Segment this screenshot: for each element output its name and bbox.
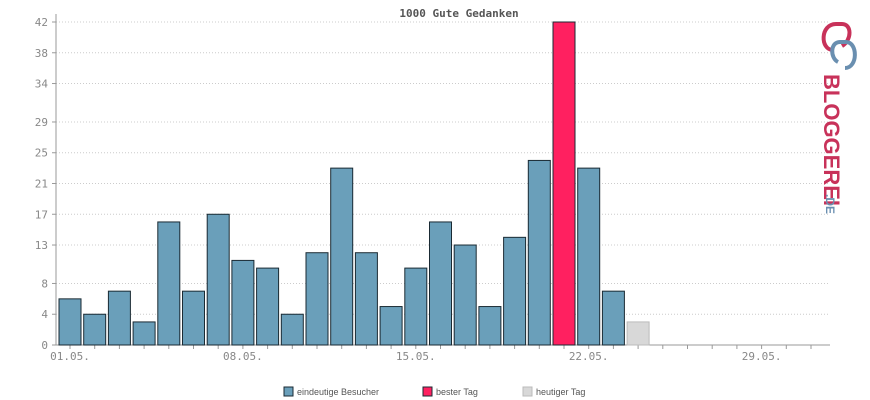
legend-swatch xyxy=(422,386,433,397)
bars xyxy=(58,21,650,346)
y-axis: 0 4 8 13 17 21 25 29 34 38 42 xyxy=(35,14,57,352)
bar xyxy=(305,252,329,346)
bar xyxy=(157,221,181,346)
legend: eindeutige Besucher bester Tag heutiger Ta… xyxy=(283,386,585,397)
bar xyxy=(206,213,230,346)
bar xyxy=(132,321,156,346)
legend-label: heutiger Tag xyxy=(536,387,585,397)
y-tick-label: 4 xyxy=(41,308,48,321)
legend-swatch xyxy=(283,386,294,397)
bar xyxy=(379,306,403,346)
bar xyxy=(478,306,502,346)
bar xyxy=(280,313,304,346)
bar xyxy=(404,267,428,346)
bar xyxy=(182,290,205,346)
bar xyxy=(601,290,625,346)
y-tick-label: 0 xyxy=(41,339,48,352)
bar xyxy=(429,221,452,346)
bar xyxy=(503,236,527,346)
bar xyxy=(577,167,601,346)
bar xyxy=(527,159,551,346)
bar xyxy=(330,167,354,346)
legend-label: eindeutige Besucher xyxy=(297,387,379,397)
y-tick-label: 21 xyxy=(35,178,48,191)
legend-label: bester Tag xyxy=(436,387,478,397)
bloggerei-logo: BLOGGEREI .DE xyxy=(819,22,857,214)
chart-title: 1000 Gute Gedanken xyxy=(399,7,518,20)
bar xyxy=(354,252,378,346)
logo-icon xyxy=(821,22,857,70)
y-tick-label: 34 xyxy=(35,78,49,91)
y-tick-label: 38 xyxy=(35,47,48,60)
x-tick-label: 08.05. xyxy=(223,350,263,363)
y-tick-label: 29 xyxy=(35,116,48,129)
bar xyxy=(83,313,107,346)
bar xyxy=(231,259,255,346)
logo-suffix-text: .DE xyxy=(823,194,837,214)
logo-brand-text: BLOGGEREI xyxy=(819,74,844,206)
bar-best-day xyxy=(552,21,576,346)
x-tick-label: 22.05. xyxy=(569,350,609,363)
legend-swatch xyxy=(522,386,533,397)
bar xyxy=(256,267,280,346)
x-axis: 01.05. 08.05. 15.05. 22.05. 29.05. xyxy=(50,344,830,363)
bar xyxy=(58,298,82,346)
bar xyxy=(107,290,131,346)
y-tick-label: 13 xyxy=(35,239,48,252)
grid-lines xyxy=(56,21,830,315)
x-tick-label: 15.05. xyxy=(396,350,436,363)
bar-today xyxy=(626,321,650,346)
y-tick-label: 17 xyxy=(35,208,48,221)
y-tick-label: 42 xyxy=(35,16,48,29)
bar xyxy=(453,244,477,346)
x-tick-label: 01.05. xyxy=(50,350,90,363)
y-tick-label: 25 xyxy=(35,147,48,160)
y-tick-label: 8 xyxy=(41,277,48,290)
x-tick-label: 29.05. xyxy=(742,350,782,363)
